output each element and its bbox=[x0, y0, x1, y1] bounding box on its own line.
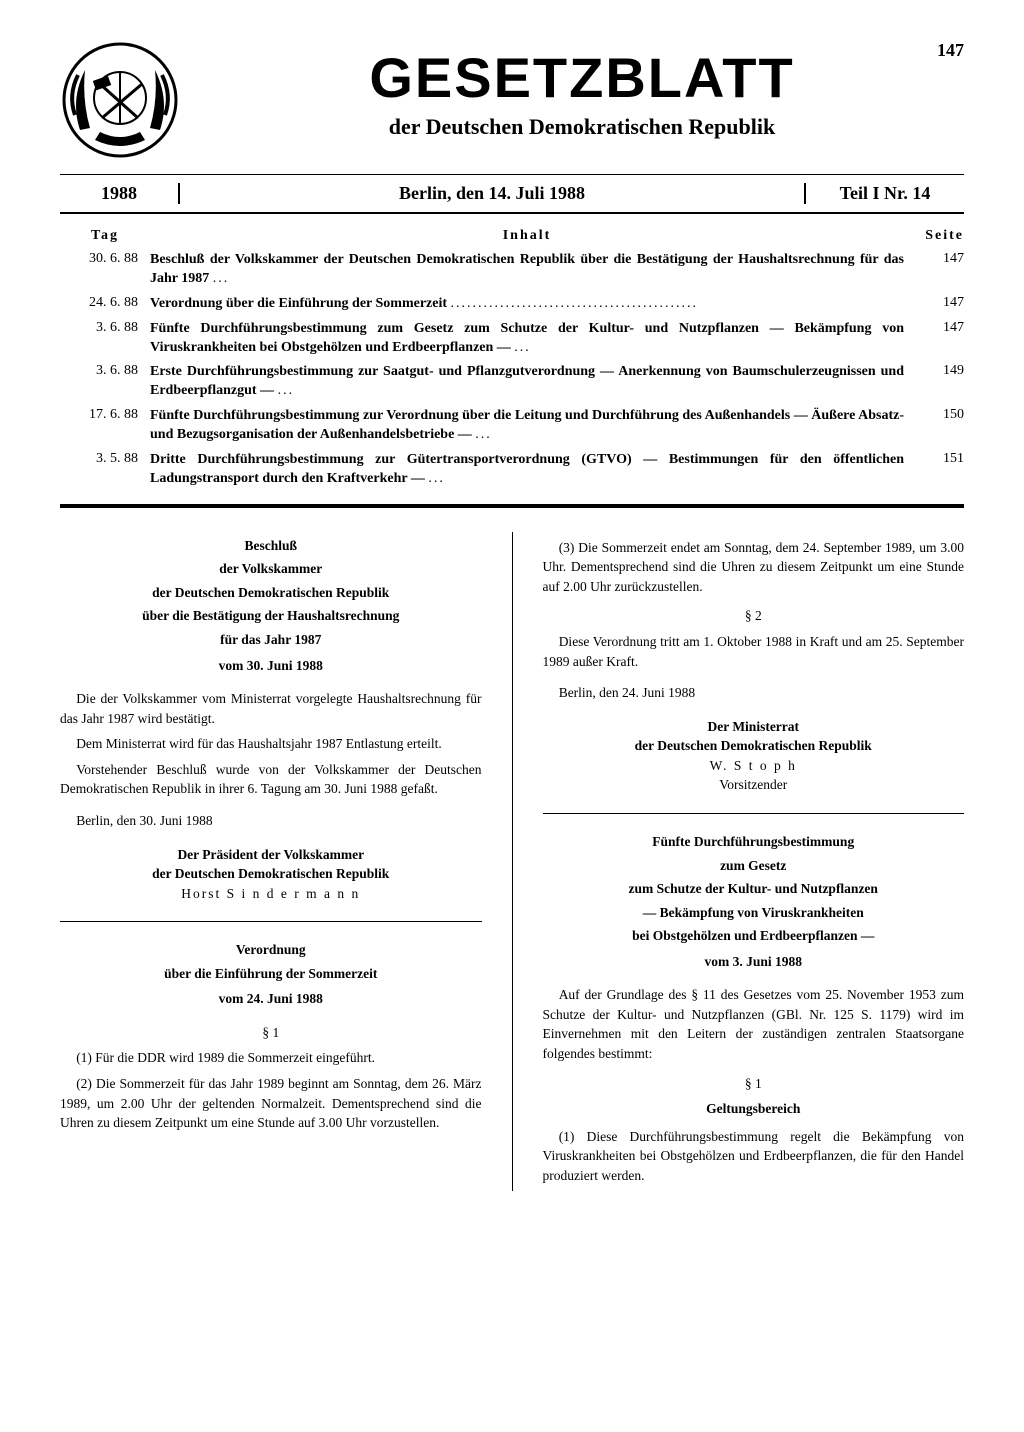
toc-row: 17. 6. 88Fünfte Durchführungsbestimmung … bbox=[60, 404, 964, 448]
place-date: Berlin, den 24. Juni 1988 bbox=[543, 683, 965, 703]
signatory-title: der Deutschen Demokratischen Republik bbox=[60, 864, 482, 884]
toc-page: 150 bbox=[904, 407, 964, 423]
toc-day: 3. 6. 88 bbox=[60, 320, 150, 336]
toc-day: 24. 6. 88 bbox=[60, 295, 150, 311]
toc-page: 147 bbox=[904, 295, 964, 311]
paragraph: Vorstehender Beschluß wurde von der Volk… bbox=[60, 760, 482, 799]
toc-entry-text: Dritte Durchführungsbestimmung zur Güter… bbox=[150, 451, 904, 489]
toc-head-content: Inhalt bbox=[150, 228, 904, 244]
toc-day: 30. 6. 88 bbox=[60, 251, 150, 267]
toc-row: 3. 5. 88Dritte Durchführungsbestimmung z… bbox=[60, 448, 964, 492]
article-title: der Volkskammer bbox=[60, 559, 482, 579]
article-title: bei Obstgehölzen und Erdbeerpflanzen — bbox=[543, 926, 965, 946]
toc-head-page: Seite bbox=[904, 228, 964, 244]
signatory-role: Vorsitzender bbox=[543, 775, 965, 795]
masthead-subtitle: der Deutschen Demokratischen Republik bbox=[200, 114, 964, 140]
divider bbox=[60, 504, 964, 508]
article-title: zum Gesetz bbox=[543, 856, 965, 876]
article-date: vom 3. Juni 1988 bbox=[543, 952, 965, 972]
toc-page: 149 bbox=[904, 363, 964, 379]
signatory-title: der Deutschen Demokratischen Republik bbox=[543, 736, 965, 756]
toc-row: 24. 6. 88Verordnung über die Einführung … bbox=[60, 292, 964, 317]
page-number: 147 bbox=[937, 40, 964, 61]
section-label: Geltungsbereich bbox=[543, 1099, 965, 1119]
toc-entry-text: Beschluß der Volkskammer der Deutschen D… bbox=[150, 251, 904, 289]
article-title: Verordnung bbox=[60, 940, 482, 960]
article-date: vom 24. Juni 1988 bbox=[60, 989, 482, 1009]
toc-head-day: Tag bbox=[60, 228, 150, 244]
paragraph: Dem Ministerrat wird für das Haushaltsja… bbox=[60, 734, 482, 754]
toc-row: 3. 6. 88Erste Durchführungsbestimmung zu… bbox=[60, 360, 964, 404]
article-title: über die Bestätigung der Haushaltsrechnu… bbox=[60, 606, 482, 626]
table-of-contents: Tag Inhalt Seite 30. 6. 88Beschluß der V… bbox=[60, 224, 964, 492]
divider bbox=[60, 921, 482, 922]
place-date: Berlin, den 30. Juni 1988 bbox=[60, 811, 482, 831]
signatory-title: Der Präsident der Volkskammer bbox=[60, 845, 482, 865]
column-divider bbox=[512, 532, 513, 1192]
article-title: Fünfte Durchführungsbestimmung bbox=[543, 832, 965, 852]
body-columns: Beschluß der Volkskammer der Deutschen D… bbox=[60, 532, 964, 1192]
section-number: § 1 bbox=[60, 1023, 482, 1043]
article-title: Beschluß bbox=[60, 536, 482, 556]
article-title: über die Einführung der Sommerzeit bbox=[60, 964, 482, 984]
paragraph: Diese Verordnung tritt am 1. Oktober 198… bbox=[543, 632, 965, 671]
section-number: § 2 bbox=[543, 606, 965, 626]
article-title: — Bekämpfung von Viruskrankheiten bbox=[543, 903, 965, 923]
issue-year: 1988 bbox=[60, 183, 180, 204]
toc-entry-text: Fünfte Durchführungsbestimmung zum Geset… bbox=[150, 320, 904, 358]
toc-page: 151 bbox=[904, 451, 964, 467]
signatory-title: Der Ministerrat bbox=[543, 717, 965, 737]
paragraph: (3) Die Sommerzeit endet am Sonntag, dem… bbox=[543, 538, 965, 597]
right-column: (3) Die Sommerzeit endet am Sonntag, dem… bbox=[543, 532, 965, 1192]
masthead: GESETZBLATT der Deutschen Demokratischen… bbox=[60, 40, 964, 160]
paragraph: Die der Volkskammer vom Ministerrat vorg… bbox=[60, 689, 482, 728]
toc-row: 30. 6. 88Beschluß der Volkskammer der De… bbox=[60, 248, 964, 292]
toc-page: 147 bbox=[904, 251, 964, 267]
paragraph: (2) Die Sommerzeit für das Jahr 1989 beg… bbox=[60, 1074, 482, 1133]
paragraph: Auf der Grundlage des § 11 des Gesetzes … bbox=[543, 985, 965, 1063]
toc-day: 3. 6. 88 bbox=[60, 363, 150, 379]
issue-info-row: 1988 Berlin, den 14. Juli 1988 Teil I Nr… bbox=[60, 175, 964, 214]
section-number: § 1 bbox=[543, 1074, 965, 1094]
state-emblem-icon bbox=[60, 40, 180, 160]
issue-place-date: Berlin, den 14. Juli 1988 bbox=[180, 183, 804, 204]
article-title: für das Jahr 1987 bbox=[60, 630, 482, 650]
signatory-name: Horst S i n d e r m a n n bbox=[60, 884, 482, 904]
article-date: vom 30. Juni 1988 bbox=[60, 656, 482, 676]
divider bbox=[543, 813, 965, 814]
toc-entry-text: Erste Durchführungsbestimmung zur Saatgu… bbox=[150, 363, 904, 401]
paragraph: (1) Für die DDR wird 1989 die Sommerzeit… bbox=[60, 1048, 482, 1068]
article-title: zum Schutze der Kultur- und Nutzpflanzen bbox=[543, 879, 965, 899]
masthead-title: GESETZBLATT bbox=[200, 50, 964, 106]
article-title: der Deutschen Demokratischen Republik bbox=[60, 583, 482, 603]
signature-block: Der Ministerrat der Deutschen Demokratis… bbox=[543, 717, 965, 795]
toc-day: 17. 6. 88 bbox=[60, 407, 150, 423]
toc-entry-text: Verordnung über die Einführung der Somme… bbox=[150, 295, 904, 314]
toc-row: 3. 6. 88Fünfte Durchführungsbestimmung z… bbox=[60, 317, 964, 361]
toc-entry-text: Fünfte Durchführungsbestimmung zur Veror… bbox=[150, 407, 904, 445]
toc-page: 147 bbox=[904, 320, 964, 336]
left-column: Beschluß der Volkskammer der Deutschen D… bbox=[60, 532, 482, 1192]
signature-block: Der Präsident der Volkskammer der Deutsc… bbox=[60, 845, 482, 904]
issue-number: Teil I Nr. 14 bbox=[804, 183, 964, 204]
signatory-name: W. S t o p h bbox=[543, 756, 965, 776]
paragraph: (1) Diese Durchführungsbestimmung regelt… bbox=[543, 1127, 965, 1186]
toc-day: 3. 5. 88 bbox=[60, 451, 150, 467]
